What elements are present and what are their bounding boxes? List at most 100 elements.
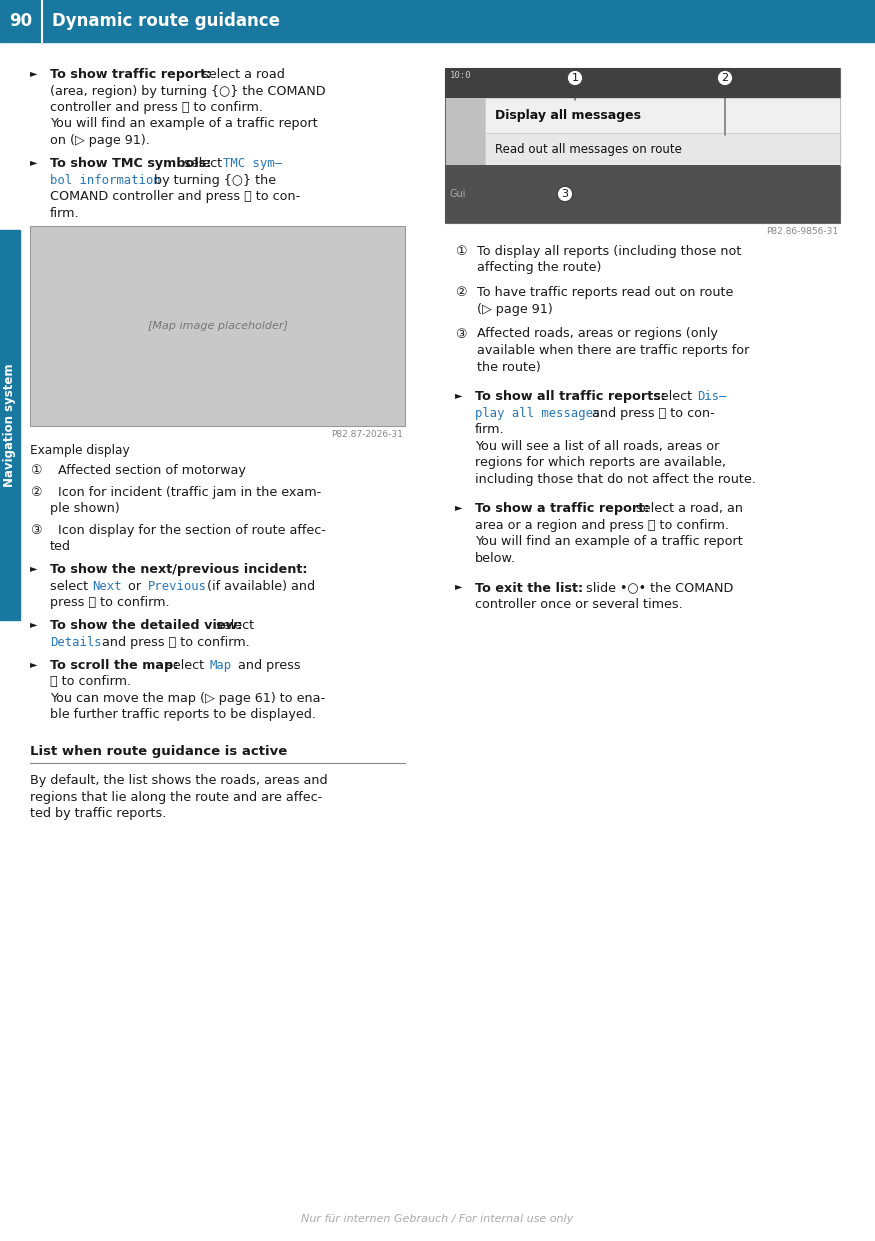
Text: and press: and press — [234, 659, 301, 671]
Text: firm.: firm. — [50, 206, 80, 220]
Text: To show the next/previous incident:: To show the next/previous incident: — [50, 563, 307, 576]
Text: To show all traffic reports:: To show all traffic reports: — [475, 390, 666, 403]
Text: 3: 3 — [562, 189, 569, 199]
Text: Affected roads, areas or regions (only: Affected roads, areas or regions (only — [477, 328, 718, 340]
Text: 2: 2 — [721, 73, 729, 83]
Text: ted: ted — [50, 540, 71, 553]
Text: below.: below. — [475, 552, 516, 565]
Text: TMC sym–: TMC sym– — [223, 158, 282, 170]
Text: Navigation system: Navigation system — [4, 364, 17, 486]
Bar — [0, 230, 20, 620]
Text: ►: ► — [30, 619, 38, 629]
Text: List when route guidance is active: List when route guidance is active — [30, 745, 287, 758]
Text: select a road: select a road — [198, 68, 285, 81]
Text: Display all messages: Display all messages — [495, 109, 641, 122]
Text: regions for which reports are available,: regions for which reports are available, — [475, 457, 726, 469]
Text: Nur für internen Gebrauch / For internal use only: Nur für internen Gebrauch / For internal… — [301, 1214, 574, 1224]
Text: To display all reports (including those not: To display all reports (including those … — [477, 244, 741, 258]
Bar — [445, 68, 840, 98]
Text: or: or — [124, 580, 145, 593]
Text: 10:0: 10:0 — [450, 71, 472, 79]
Text: Map: Map — [210, 659, 232, 671]
Text: select: select — [650, 390, 696, 403]
Text: ►: ► — [455, 503, 463, 513]
Text: ►: ► — [30, 158, 38, 168]
Text: You will see a list of all roads, areas or: You will see a list of all roads, areas … — [475, 439, 719, 453]
Text: press ⓐ to confirm.: press ⓐ to confirm. — [50, 596, 170, 609]
Text: on (▷ page 91).: on (▷ page 91). — [50, 134, 150, 146]
Text: ►: ► — [30, 659, 38, 669]
Text: By default, the list shows the roads, areas and: By default, the list shows the roads, ar… — [30, 774, 327, 787]
Text: P82.86-9856-31: P82.86-9856-31 — [766, 227, 838, 236]
Text: Icon for incident (traffic jam in the exam-: Icon for incident (traffic jam in the ex… — [50, 485, 321, 499]
Text: Previous: Previous — [148, 580, 207, 593]
Text: To show the detailed view:: To show the detailed view: — [50, 619, 242, 633]
Text: area or a region and press ⓐ to confirm.: area or a region and press ⓐ to confirm. — [475, 519, 729, 532]
Text: ►: ► — [455, 390, 463, 400]
Text: Gui: Gui — [450, 189, 466, 199]
Text: bol information: bol information — [50, 174, 161, 186]
Text: and press ⓐ to confirm.: and press ⓐ to confirm. — [98, 635, 249, 649]
Text: [Map image placeholder]: [Map image placeholder] — [148, 321, 287, 331]
Text: controller and press ⓐ to confirm.: controller and press ⓐ to confirm. — [50, 101, 263, 114]
Text: To exit the list:: To exit the list: — [475, 582, 583, 594]
Text: To have traffic reports read out on route: To have traffic reports read out on rout… — [477, 287, 733, 299]
Bar — [485, 98, 840, 133]
Text: slide •○• the COMAND: slide •○• the COMAND — [582, 582, 733, 594]
Text: ted by traffic reports.: ted by traffic reports. — [30, 808, 166, 820]
Text: available when there are traffic reports for: available when there are traffic reports… — [477, 344, 749, 357]
Text: regions that lie along the route and are affec-: regions that lie along the route and are… — [30, 791, 322, 804]
Text: ②: ② — [455, 287, 466, 299]
Text: (area, region) by turning {○} the COMAND: (area, region) by turning {○} the COMAND — [50, 84, 326, 98]
Text: select: select — [180, 158, 226, 170]
Text: Details: Details — [50, 635, 102, 649]
Bar — [445, 68, 840, 223]
Text: 1: 1 — [571, 73, 578, 83]
Text: 90: 90 — [10, 12, 32, 30]
Text: ⓐ to confirm.: ⓐ to confirm. — [50, 675, 131, 689]
Text: and press ⓐ to con-: and press ⓐ to con- — [588, 407, 715, 419]
Text: the route): the route) — [477, 360, 541, 374]
Text: (▷ page 91): (▷ page 91) — [477, 303, 553, 315]
Text: including those that do not affect the route.: including those that do not affect the r… — [475, 473, 756, 485]
Text: ①: ① — [455, 244, 466, 258]
Text: by turning {○} the: by turning {○} the — [150, 174, 276, 186]
Text: You will find an example of a traffic report: You will find an example of a traffic re… — [475, 535, 743, 549]
Text: You can move the map (▷ page 61) to ena-: You can move the map (▷ page 61) to ena- — [50, 692, 326, 705]
Text: Dis–: Dis– — [697, 390, 726, 403]
Text: select: select — [50, 580, 92, 593]
Text: (if available) and: (if available) and — [203, 580, 315, 593]
Bar — [0, 0, 875, 42]
Text: ►: ► — [30, 563, 38, 573]
Text: ①: ① — [30, 464, 41, 478]
Text: To scroll the map:: To scroll the map: — [50, 659, 178, 671]
Text: ►: ► — [455, 582, 463, 592]
Text: COMAND controller and press ⓐ to con-: COMAND controller and press ⓐ to con- — [50, 190, 300, 204]
Text: ►: ► — [30, 68, 38, 78]
Text: Example display: Example display — [30, 444, 130, 458]
Bar — [485, 133, 840, 165]
Text: To show a traffic report:: To show a traffic report: — [475, 503, 649, 515]
Text: play all messages: play all messages — [475, 407, 600, 419]
Text: select: select — [212, 619, 254, 633]
Text: select: select — [162, 659, 208, 671]
Text: ple shown): ple shown) — [50, 503, 120, 515]
Bar — [30, 226, 405, 427]
Text: Dynamic route guidance: Dynamic route guidance — [52, 12, 280, 30]
Text: ble further traffic reports to be displayed.: ble further traffic reports to be displa… — [50, 709, 316, 721]
Text: ②: ② — [30, 485, 41, 499]
Text: P82.87-2026-31: P82.87-2026-31 — [331, 431, 403, 439]
Text: To show traffic report:: To show traffic report: — [50, 68, 211, 81]
Text: Affected section of motorway: Affected section of motorway — [50, 464, 246, 478]
Text: ③: ③ — [30, 524, 41, 536]
Text: You will find an example of a traffic report: You will find an example of a traffic re… — [50, 118, 318, 130]
Text: firm.: firm. — [475, 423, 505, 436]
Text: To show TMC symbols:: To show TMC symbols: — [50, 158, 212, 170]
Text: Icon display for the section of route affec-: Icon display for the section of route af… — [50, 524, 326, 536]
Bar — [445, 165, 840, 223]
Text: select a road, an: select a road, an — [632, 503, 743, 515]
Text: Read out all messages on route: Read out all messages on route — [495, 143, 682, 155]
Text: ③: ③ — [455, 328, 466, 340]
Text: affecting the route): affecting the route) — [477, 262, 601, 274]
Text: Next: Next — [92, 580, 122, 593]
